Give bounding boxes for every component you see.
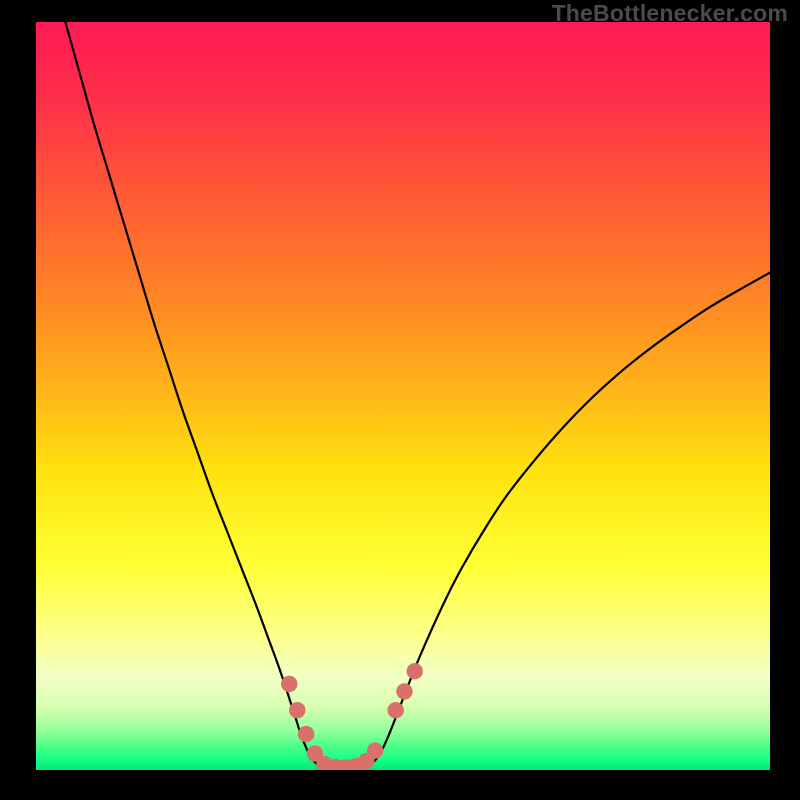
chart-stage: TheBottlenecker.com bbox=[0, 0, 800, 800]
marker-dot bbox=[289, 702, 305, 718]
watermark-text: TheBottlenecker.com bbox=[552, 0, 788, 27]
marker-dot bbox=[298, 726, 314, 742]
plot-area bbox=[36, 22, 770, 770]
frame-left bbox=[0, 0, 36, 800]
frame-right bbox=[770, 0, 800, 800]
bottleneck-curve bbox=[65, 22, 770, 769]
marker-dot bbox=[387, 702, 403, 718]
marker-dot bbox=[396, 683, 412, 699]
marker-dot bbox=[407, 663, 423, 679]
frame-bottom bbox=[0, 770, 800, 800]
marker-dot bbox=[281, 676, 297, 692]
marker-dot bbox=[367, 742, 383, 758]
marker-group bbox=[281, 663, 423, 770]
chart-overlay bbox=[36, 22, 770, 770]
